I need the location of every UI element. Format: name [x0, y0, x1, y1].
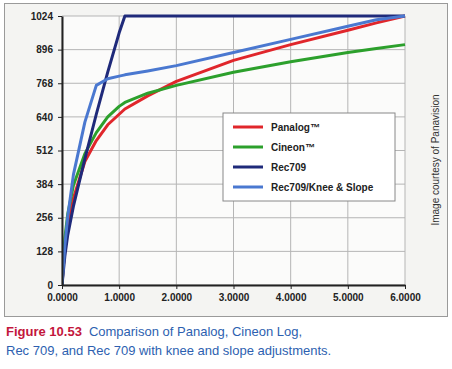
caption: Figure 10.53 Comparison of Panalog, Cineo… — [6, 324, 302, 339]
x-tick-label: 0.0000 — [47, 292, 78, 303]
y-tick-mark — [58, 151, 62, 152]
y-tick-mark — [58, 50, 62, 51]
y-tick: 256 — [36, 212, 62, 223]
grid — [62, 16, 405, 285]
y-tick-label: 384 — [36, 179, 53, 190]
y-tick: 512 — [36, 145, 62, 156]
x-tick-mark — [291, 285, 292, 289]
series-line — [62, 16, 405, 285]
x-tick: 0.0000 — [47, 285, 78, 303]
frame — [5, 4, 448, 317]
y-tick: 768 — [36, 78, 62, 89]
x-tick-label: 4.0000 — [276, 292, 307, 303]
x-tick: 1.0000 — [104, 285, 135, 303]
caption-text: Rec 709, and Rec 709 with knee and slope… — [6, 343, 331, 358]
y-tick-mark — [58, 218, 62, 219]
x-tick: 2.0000 — [162, 285, 193, 303]
x-tick-mark — [119, 285, 120, 289]
x-tick: 4.0000 — [276, 285, 307, 303]
legend-swatch — [233, 146, 263, 149]
y-tick-label: 0 — [47, 280, 53, 291]
y-tick: 1024 — [31, 11, 62, 22]
legend-label: Rec709 — [271, 162, 306, 173]
caption-text: Comparison of Panalog, Cineon Log, — [89, 324, 302, 339]
grid-line-x — [405, 16, 406, 285]
legend-label: Rec709/Knee & Slope — [271, 182, 374, 193]
y-tick-mark — [58, 117, 62, 118]
x-tick: 3.0000 — [219, 285, 250, 303]
x-tick-label: 3.0000 — [219, 292, 250, 303]
credit: Image courtesy of Panavision — [430, 94, 441, 225]
y-tick-label: 640 — [36, 112, 53, 123]
y-tick: 0 — [47, 280, 62, 291]
x-tick-label: 2.0000 — [162, 292, 193, 303]
y-tick-mark — [58, 16, 62, 17]
y-tick: 384 — [36, 179, 62, 190]
series-line — [62, 16, 405, 285]
y-tick-mark — [58, 184, 62, 185]
x-tick-mark — [62, 285, 63, 289]
x-tick-mark — [234, 285, 235, 289]
plot-area — [62, 16, 405, 285]
x-tick-label: 5.0000 — [333, 292, 364, 303]
legend-swatch — [233, 186, 263, 189]
x-tick-mark — [348, 285, 349, 289]
y-tick-label: 512 — [36, 145, 53, 156]
y-axis: 0 128 256 384 512 640 768 896 1024 — [31, 11, 63, 291]
x-tick: 6.0000 — [390, 285, 421, 303]
x-axis: 0.0000 1.0000 2.0000 3.0000 4.0000 5.0000 6.00… — [47, 285, 421, 303]
y-tick: 896 — [36, 44, 62, 55]
x-tick-label: 6.0000 — [390, 292, 421, 303]
grid-line-x — [119, 16, 120, 285]
legend-box — [223, 113, 395, 201]
y-tick: 640 — [36, 112, 62, 123]
caption-label: Figure 10.53 — [6, 324, 82, 339]
legend: Panalog™ Cineon™ Rec709 Rec709/Knee & Slope — [223, 113, 395, 201]
series-line — [62, 16, 405, 285]
x-tick-mark — [405, 285, 406, 289]
x-tick-label: 1.0000 — [104, 292, 135, 303]
y-tick-mark — [58, 83, 62, 84]
legend-label: Panalog™ — [271, 122, 320, 133]
legend-swatch — [233, 166, 263, 169]
series-lines — [62, 16, 405, 285]
y-tick-label: 768 — [36, 78, 53, 89]
y-tick-label: 1024 — [31, 11, 54, 22]
x-tick: 5.0000 — [333, 285, 364, 303]
series-line — [62, 45, 405, 285]
y-tick-label: 128 — [36, 246, 53, 257]
legend-swatch — [233, 126, 263, 129]
legend-label: Cineon™ — [271, 142, 315, 153]
x-tick-mark — [176, 285, 177, 289]
y-tick: 128 — [36, 246, 62, 257]
y-tick-mark — [58, 285, 62, 286]
y-tick-mark — [58, 251, 62, 252]
y-tick-label: 896 — [36, 44, 53, 55]
caption: Rec 709, and Rec 709 with knee and slope… — [6, 343, 331, 358]
grid-line-x — [176, 16, 177, 285]
chart: 0 128 256 384 512 640 768 896 1024 0.0000 1.0000 2.… — [0, 0, 452, 369]
y-tick-label: 256 — [36, 212, 53, 223]
